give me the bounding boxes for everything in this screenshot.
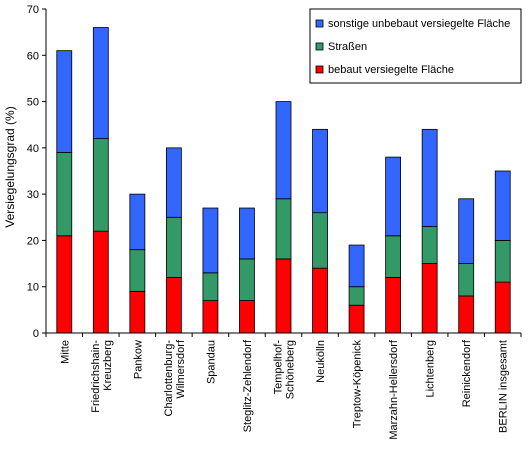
bar-segment-2-cat-11	[421, 226, 438, 264]
x-tick-label-2: Friedrichshain-Kreuzberg	[90, 340, 114, 413]
bar-segment-3-cat-10	[385, 156, 402, 237]
legend: sonstige unbebaut versiegelte Fläche Stra…	[309, 8, 522, 84]
bar-segment-2-cat-8	[312, 212, 328, 269]
bars-layer	[56, 27, 511, 334]
bar-segment-2-cat-4	[165, 216, 182, 278]
bar-segment-1-cat-9	[348, 304, 365, 334]
x-tick-label-line: Marzahn-Hellersdorf	[388, 339, 400, 440]
bar-segment-3-cat-4	[165, 147, 182, 218]
bar-segment-1-cat-2	[92, 230, 109, 334]
y-tick-label-0: 0	[33, 328, 39, 340]
x-tick-label-line: Pankow	[132, 340, 144, 379]
x-tick-label-line: Schöneberg	[285, 340, 297, 399]
x-tick-label-line: Neukölln	[315, 340, 327, 383]
y-axis-label: Versiegelungsgrad (%)	[3, 106, 17, 227]
x-tick-label-line: Steglitz-Zehlendorf	[242, 339, 254, 432]
x-tick-label-1: Mitte	[59, 340, 71, 364]
bar-segment-1-cat-5	[202, 300, 219, 334]
bar-segment-1-cat-13	[494, 281, 511, 334]
bar-segment-1-cat-8	[312, 267, 328, 334]
y-tick-label-2: 20	[27, 235, 39, 247]
legend-swatch-3	[315, 65, 324, 74]
bar-segment-3-cat-9	[348, 244, 365, 288]
x-tick-label-4: Charlottenburg-Wilmersdorf	[163, 339, 187, 416]
bar-segment-2-cat-6	[239, 258, 255, 302]
x-tick-label-3: Pankow	[132, 340, 144, 379]
x-tick-label-9: Treptow-Köpenick	[352, 340, 364, 429]
y-tick-label-6: 60	[27, 50, 39, 62]
bar-segment-1-cat-12	[458, 295, 475, 334]
legend-label-3: bebaut versiegelte Fläche	[328, 64, 454, 76]
bar-segment-2-cat-3	[129, 249, 146, 292]
x-tick-label-line: Spandau	[205, 340, 217, 384]
legend-swatch-2	[315, 42, 324, 51]
x-tick-label-line: Friedrichshain-	[90, 340, 102, 413]
legend-box	[309, 8, 522, 84]
bar-segment-1-cat-1	[56, 235, 73, 334]
x-tick-label-5: Spandau	[205, 340, 217, 384]
bar-segment-1-cat-3	[129, 290, 146, 334]
legend-label-1: sonstige unbebaut versiegelte Fläche	[328, 18, 510, 30]
bar-segment-2-cat-5	[202, 272, 219, 301]
legend-label-2: Straßen	[328, 41, 367, 53]
bar-segment-2-cat-7	[275, 198, 292, 260]
x-tick-label-line: Mitte	[59, 340, 71, 364]
bar-segment-3-cat-2	[92, 27, 109, 139]
x-tick-label-12: Reinickendorf	[461, 339, 473, 407]
x-tick-label-11: Lichtenberg	[425, 340, 437, 398]
x-tick-label-10: Marzahn-Hellersdorf	[388, 339, 400, 440]
bar-segment-3-cat-6	[239, 207, 255, 260]
bar-segment-3-cat-8	[312, 128, 328, 214]
bar-segment-1-cat-4	[165, 277, 182, 334]
bar-segment-2-cat-13	[494, 240, 511, 283]
bar-segment-2-cat-2	[92, 138, 109, 232]
x-tick-label-line: Lichtenberg	[425, 340, 437, 398]
x-tick-label-13: BERLIN insgesamt	[498, 340, 510, 433]
y-tick-label-4: 40	[27, 143, 39, 155]
bar-segment-3-cat-12	[458, 198, 475, 264]
bar-segment-2-cat-1	[56, 152, 73, 237]
bar-segment-1-cat-11	[421, 263, 438, 334]
bar-segment-2-cat-9	[348, 286, 365, 306]
bar-segment-1-cat-6	[239, 300, 255, 334]
x-tick-label-7: Tempelhof-Schöneberg	[273, 340, 297, 400]
y-tick-label-7: 70	[27, 4, 39, 16]
x-tick-label-line: Wilmersdorf	[175, 339, 187, 399]
x-tick-label-line: BERLIN insgesamt	[498, 340, 510, 433]
x-tick-label-6: Steglitz-Zehlendorf	[242, 339, 254, 432]
x-tick-label-8: Neukölln	[315, 340, 327, 383]
bar-segment-2-cat-10	[385, 235, 402, 278]
legend-swatch-1	[315, 19, 324, 28]
x-tick-label-line: Reinickendorf	[461, 339, 473, 407]
bar-segment-3-cat-11	[421, 128, 438, 227]
bar-segment-3-cat-1	[56, 50, 73, 153]
bar-segment-3-cat-3	[129, 193, 146, 251]
y-tick-label-3: 30	[27, 189, 39, 201]
bar-segment-3-cat-7	[275, 101, 292, 200]
axes-layer: 0 10 20 30 40 50 60 70 Mitte Friedrichshain-Kreuz…	[27, 4, 522, 440]
y-tick-label-1: 10	[27, 282, 39, 294]
bar-segment-1-cat-10	[385, 277, 402, 334]
x-tick-label-line: Treptow-Köpenick	[352, 340, 364, 429]
bar-segment-1-cat-7	[275, 258, 292, 334]
x-tick-label-line: Charlottenburg-	[163, 340, 175, 417]
bar-segment-2-cat-12	[458, 263, 475, 297]
x-tick-label-line: Tempelhof-	[273, 340, 285, 395]
x-tick-label-line: Kreuzberg	[102, 340, 114, 391]
bar-segment-3-cat-5	[202, 207, 219, 274]
bar-segment-3-cat-13	[494, 170, 511, 241]
y-tick-label-5: 50	[27, 97, 39, 109]
